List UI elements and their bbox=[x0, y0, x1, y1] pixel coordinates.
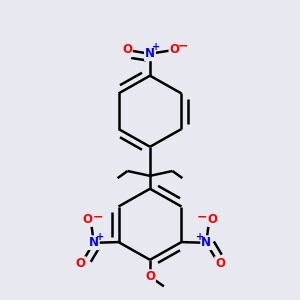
Text: +: + bbox=[152, 42, 160, 52]
Text: −: − bbox=[93, 210, 104, 224]
Text: O: O bbox=[215, 257, 225, 270]
Text: N: N bbox=[201, 236, 211, 249]
Text: N: N bbox=[145, 47, 155, 60]
Text: O: O bbox=[83, 213, 93, 226]
Text: N: N bbox=[89, 236, 99, 249]
Text: O: O bbox=[122, 43, 132, 56]
Text: O: O bbox=[169, 43, 179, 56]
Text: +: + bbox=[196, 232, 204, 242]
Text: −: − bbox=[178, 40, 188, 52]
Text: O: O bbox=[208, 213, 218, 226]
Text: −: − bbox=[196, 210, 207, 224]
Text: +: + bbox=[96, 232, 104, 242]
Text: O: O bbox=[145, 270, 155, 283]
Text: O: O bbox=[76, 257, 85, 270]
